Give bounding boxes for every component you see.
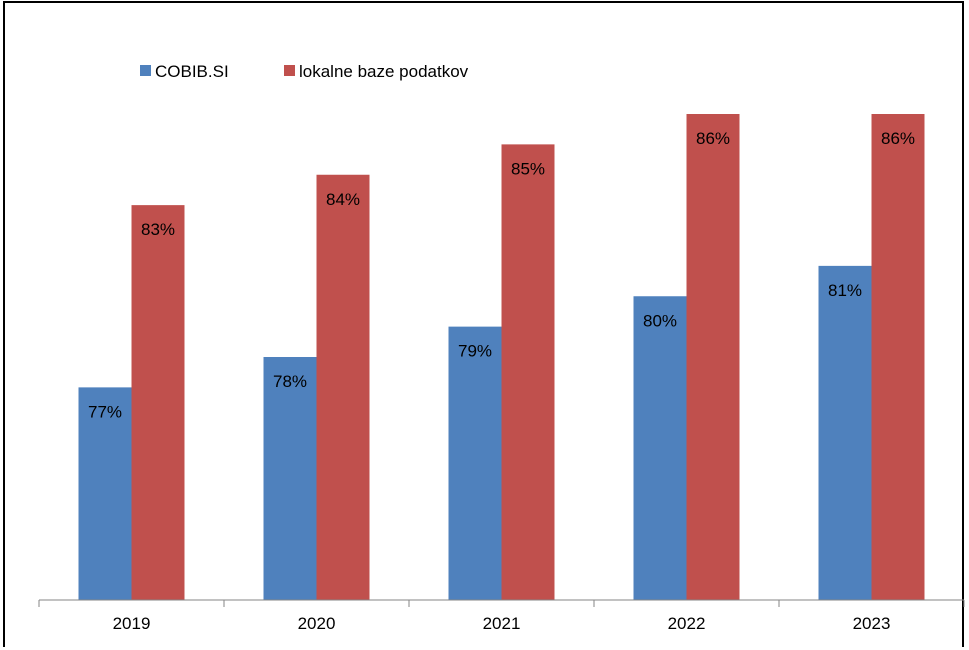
legend-label-lokalne: lokalne baze podatkov xyxy=(299,62,469,81)
x-tick-label: 2022 xyxy=(668,614,706,633)
bar-lokalne-2020 xyxy=(316,174,370,600)
legend-swatch-lokalne xyxy=(284,65,295,76)
x-tick-label: 2021 xyxy=(483,614,521,633)
data-label: 86% xyxy=(881,129,915,148)
bar-cobib-2021 xyxy=(448,326,502,600)
data-label: 77% xyxy=(88,402,122,421)
bar-lokalne-2019 xyxy=(131,205,185,600)
bar-lokalne-2022 xyxy=(686,114,740,600)
data-label: 86% xyxy=(696,129,730,148)
data-label: 83% xyxy=(141,220,175,239)
legend-label-cobib: COBIB.SI xyxy=(155,62,229,81)
bar-cobib-2023 xyxy=(818,265,872,600)
x-tick-label: 2019 xyxy=(113,614,151,633)
bar-lokalne-2023 xyxy=(871,114,925,600)
data-label: 85% xyxy=(511,159,545,178)
x-axis xyxy=(38,599,965,607)
bar-cobib-2019 xyxy=(78,387,132,600)
data-label: 84% xyxy=(326,190,360,209)
data-label: 81% xyxy=(828,281,862,300)
bar-lokalne-2021 xyxy=(501,144,555,600)
data-label: 80% xyxy=(643,311,677,330)
x-tick-label: 2020 xyxy=(298,614,336,633)
bar-cobib-2020 xyxy=(263,357,317,600)
x-tick-label: 2023 xyxy=(853,614,891,633)
bars-group: 77% 83% 78% 84% 79% 85% 80% 86% 81% 86% xyxy=(78,114,925,600)
x-tick-labels: 2019 2020 2021 2022 2023 xyxy=(113,614,891,633)
legend: COBIB.SI lokalne baze podatkov xyxy=(140,62,469,81)
data-label: 78% xyxy=(273,372,307,391)
data-label: 79% xyxy=(458,342,492,361)
bar-cobib-2022 xyxy=(633,296,687,600)
legend-swatch-cobib xyxy=(140,65,151,76)
